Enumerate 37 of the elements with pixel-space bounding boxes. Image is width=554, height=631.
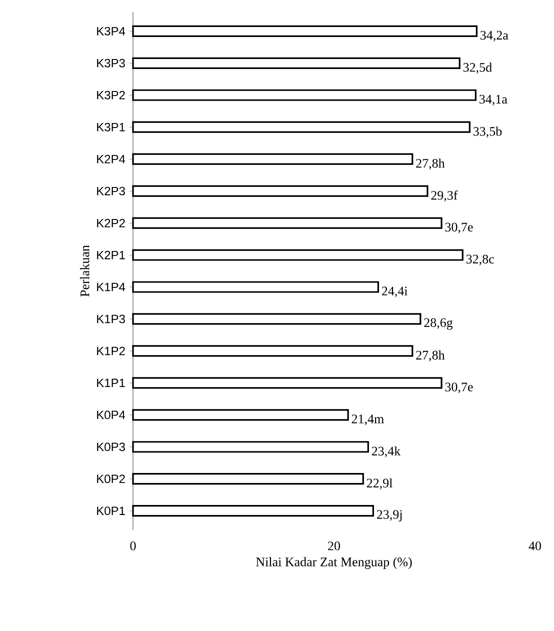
y-tick-label: K1P1 [97,378,125,388]
data-label: 23,4k [372,446,401,458]
y-tick-label: K1P4 [97,282,126,292]
y-axis-title: Perlakuan [80,245,90,297]
y-tick-label: K1P3 [97,314,125,324]
y-tick-label: K0P1 [97,506,125,516]
y-tick-label: K0P3 [97,442,125,452]
data-label: 30,7e [445,222,473,234]
data-label: 28,6g [424,318,453,330]
data-label: 27,8h [416,350,445,362]
data-label: 22,9l [366,478,392,490]
data-label: 32,5d [463,62,492,74]
data-label: 23,9j [376,510,402,522]
x-axis-title: Nilai Kadar Zat Menguap (%) [256,557,412,570]
y-tick-label: K2P4 [97,154,126,164]
data-label: 33,5b [474,126,502,138]
data-label: 32,8c [466,254,494,266]
y-tick-label: K0P2 [97,474,125,484]
x-tick-label: 40 [528,542,542,550]
y-tick-label: K3P3 [97,58,125,68]
data-label: 34,1a [480,94,508,106]
data-label: 30,7e [445,382,473,394]
y-tick-label: K2P2 [97,218,125,228]
x-tick-label: 0 [130,542,136,550]
data-label: 21,4m [352,414,384,426]
data-label: 34,2a [480,30,508,42]
y-tick-label: K1P2 [97,346,125,356]
y-tick-label: K3P2 [97,90,125,100]
y-tick-label: K2P1 [97,250,125,260]
y-tick-label: K3P4 [97,26,126,36]
x-tick-label: 20 [328,542,340,550]
data-label: 29,3f [431,190,458,202]
y-tick-label: K0P4 [97,410,126,420]
y-tick-label: K3P1 [97,122,125,132]
data-label: 24,4i [382,286,408,298]
y-tick-label: K2P3 [97,186,125,196]
data-label: 27,8h [416,158,445,170]
